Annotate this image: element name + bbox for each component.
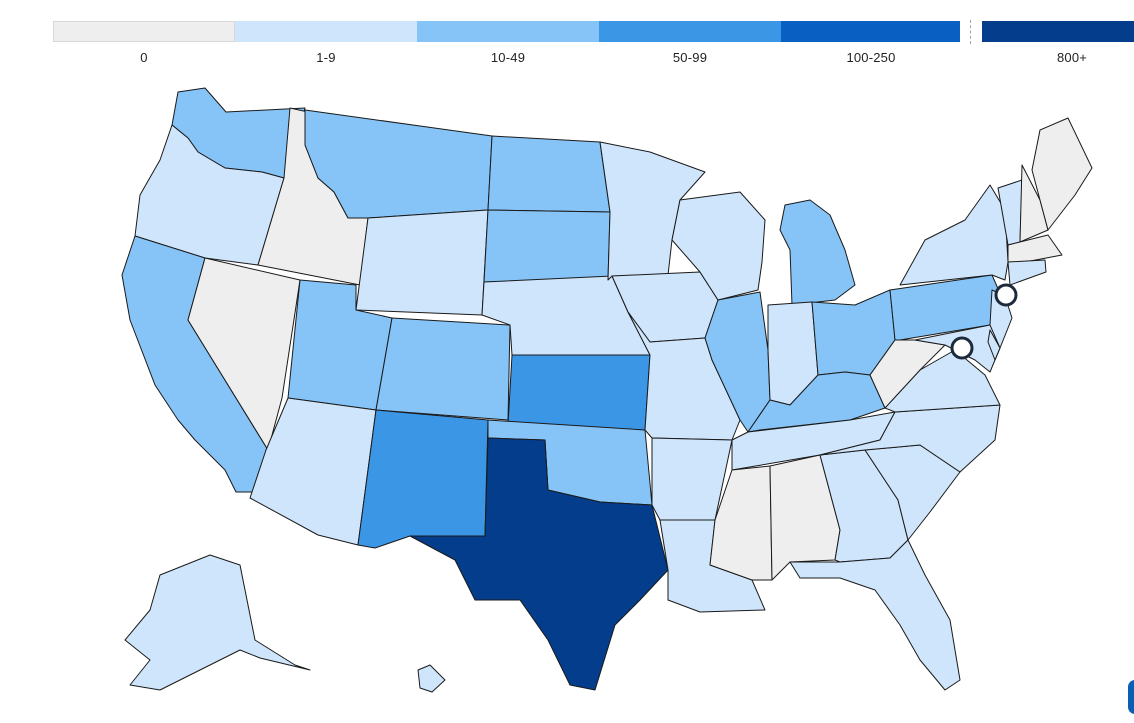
state-nevada[interactable] [187,257,301,451]
state-missouri[interactable] [627,311,741,441]
legend-swatch-10-49 [417,21,599,42]
state-minnesota[interactable] [599,141,706,281]
city-marker-washington-dc[interactable] [950,336,974,360]
city-marker-new-york[interactable] [994,283,1018,307]
state-connecticut[interactable] [1007,259,1047,286]
state-wisconsin[interactable] [671,191,766,301]
legend-swatch-0 [53,21,235,42]
state-florida[interactable] [789,539,961,691]
state-south-dakota[interactable] [483,209,611,283]
state-delaware[interactable] [987,329,1001,361]
legend-break-line [970,20,971,44]
scroll-indicator[interactable] [1128,680,1134,714]
legend-swatch-50-99 [599,21,781,42]
state-kansas[interactable] [507,354,651,431]
state-hawaii[interactable] [417,664,446,693]
choropleth-legend: 0 1-9 10-49 50-99 100-250 800+ [0,0,1134,80]
state-colorado[interactable] [375,317,511,421]
state-new-mexico[interactable] [357,409,489,549]
state-maine[interactable] [1031,117,1093,231]
legend-swatch-100-250 [781,21,960,42]
state-new-york[interactable] [899,184,1009,286]
state-wyoming[interactable] [355,209,489,316]
state-alaska[interactable] [124,554,311,691]
legend-label-50-99: 50-99 [672,50,708,65]
legend-label-0: 0 [140,50,148,65]
legend-label-800-plus: 800+ [1056,50,1088,65]
state-north-dakota[interactable] [487,135,611,213]
legend-swatch-800-plus [982,21,1134,42]
state-michigan[interactable] [779,199,856,306]
legend-swatch-1-9 [235,21,417,42]
legend-label-10-49: 10-49 [490,50,526,65]
state-texas[interactable] [409,437,669,691]
legend-label-1-9: 1-9 [316,50,336,65]
legend-label-100-250: 100-250 [846,50,896,65]
state-massachusetts[interactable] [1007,234,1063,263]
